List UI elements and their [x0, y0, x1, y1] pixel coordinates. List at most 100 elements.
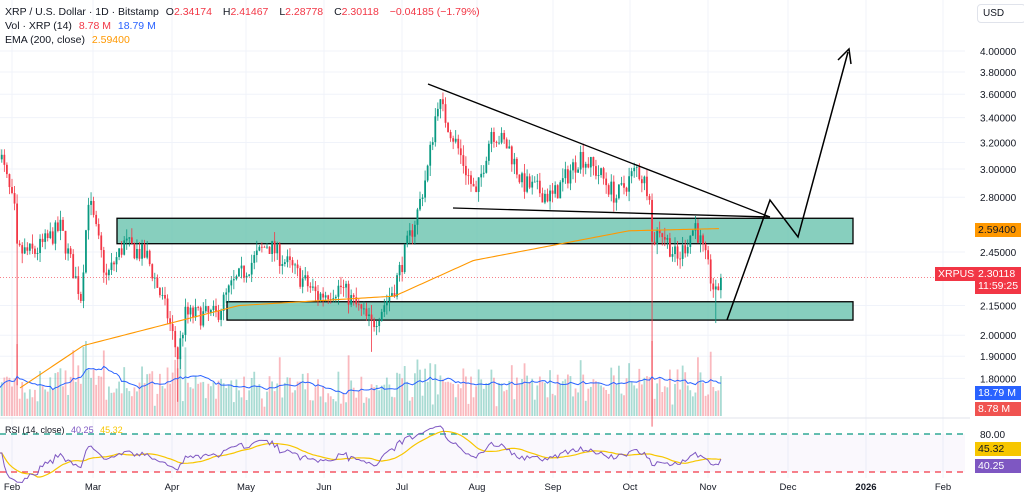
candle-body — [500, 132, 503, 143]
candle-body — [317, 291, 319, 300]
candle-body — [289, 256, 291, 261]
candle-body — [681, 245, 684, 259]
candle-body — [204, 306, 207, 312]
candle-body — [648, 196, 651, 200]
volume-bar — [215, 398, 217, 416]
volume-bar — [536, 385, 539, 416]
candle-body — [416, 209, 419, 225]
x-tick-label: Sep — [545, 482, 562, 493]
volume-bar — [699, 372, 702, 416]
candle-body — [454, 138, 457, 142]
currency-button[interactable]: USD — [977, 4, 1024, 23]
candle-body — [294, 264, 296, 266]
candle-body — [148, 250, 151, 265]
volume-bar — [166, 367, 169, 416]
candle-body — [714, 286, 717, 290]
candle-body — [97, 224, 100, 236]
volume-bar — [161, 385, 164, 416]
candle-body — [679, 258, 681, 260]
candle-body — [378, 320, 381, 326]
candle-body — [181, 334, 184, 339]
volume-bar — [546, 397, 549, 416]
volume-bar — [556, 374, 559, 416]
candle-body — [120, 248, 123, 255]
volume-bar — [44, 389, 47, 416]
volume-bar — [388, 384, 391, 416]
candle-body — [306, 275, 309, 287]
candle-body — [559, 182, 562, 199]
volume-bar — [115, 388, 118, 416]
candle-body — [332, 298, 335, 300]
volume-bar — [16, 344, 18, 416]
candle-body — [470, 175, 472, 184]
volume-bar — [342, 392, 345, 416]
volume-bar — [169, 383, 171, 416]
candle-body — [62, 219, 64, 231]
y-tick-label: 1.90000 — [980, 352, 1017, 363]
volume-bar — [324, 402, 327, 416]
volume-bar — [572, 396, 574, 416]
volume-bar — [482, 388, 485, 416]
candle-body — [166, 298, 169, 319]
rsi-ma-tag: 45.32 — [975, 442, 1021, 456]
volume-bar — [204, 398, 207, 416]
volume-legend: Vol · XRP (14) 8.78 M 18.79 M — [5, 20, 160, 32]
candle-body — [164, 294, 166, 299]
volume-bar — [171, 372, 174, 416]
candle-body — [281, 264, 284, 266]
volume-bar — [702, 382, 704, 416]
trendline-upper — [427, 83, 771, 218]
volume-bar — [26, 398, 29, 416]
ema-line — [19, 228, 720, 389]
candle-body — [240, 265, 243, 269]
candle-body — [564, 169, 567, 179]
volume-bar — [681, 365, 684, 416]
candle-body — [322, 293, 324, 298]
candle-body — [505, 139, 508, 149]
volume-bar — [421, 395, 424, 416]
volume-bar — [174, 359, 177, 416]
volume-bar — [505, 389, 508, 416]
candle-body — [533, 181, 536, 183]
volume-bar — [396, 372, 398, 416]
candle-body — [406, 235, 409, 245]
candle-body — [582, 151, 585, 168]
volume-bar — [691, 396, 694, 416]
volume-bar — [635, 388, 638, 416]
volume-bar — [669, 369, 671, 416]
volume-bar — [102, 350, 105, 416]
ema-value: 2.59400 — [91, 34, 130, 46]
candle-body — [130, 237, 133, 244]
candle-body — [340, 285, 342, 288]
volume-bar — [516, 377, 518, 416]
volume-bar — [454, 397, 457, 416]
rsi-value: 40.25 — [71, 425, 94, 435]
volume-bar — [194, 375, 197, 416]
volume-bar — [605, 390, 608, 416]
volume-bar — [490, 369, 493, 416]
candle-body — [633, 167, 636, 172]
volume-bar — [230, 380, 233, 416]
volume-bar — [567, 374, 569, 416]
volume-bar — [294, 390, 296, 416]
last-price-tag: 2.30118 11:59:25 — [975, 267, 1021, 294]
candle-body — [561, 178, 564, 183]
volume-bar — [508, 380, 511, 416]
candle-body — [625, 187, 628, 192]
volume-bar — [676, 369, 679, 416]
candle-body — [577, 169, 579, 173]
candle-body — [184, 306, 187, 335]
volume-bar — [319, 396, 322, 416]
low-value: 2.28778 — [285, 6, 324, 18]
candle-body — [232, 279, 235, 281]
volume-bar — [577, 392, 579, 416]
volume-bar — [136, 391, 138, 416]
candle-body — [115, 257, 118, 265]
candle-body — [396, 275, 398, 297]
volume-bar — [462, 368, 465, 416]
volume-bar — [151, 371, 154, 416]
volume-bar — [187, 382, 189, 416]
candle-body — [465, 165, 467, 176]
volume-bar — [475, 386, 477, 416]
